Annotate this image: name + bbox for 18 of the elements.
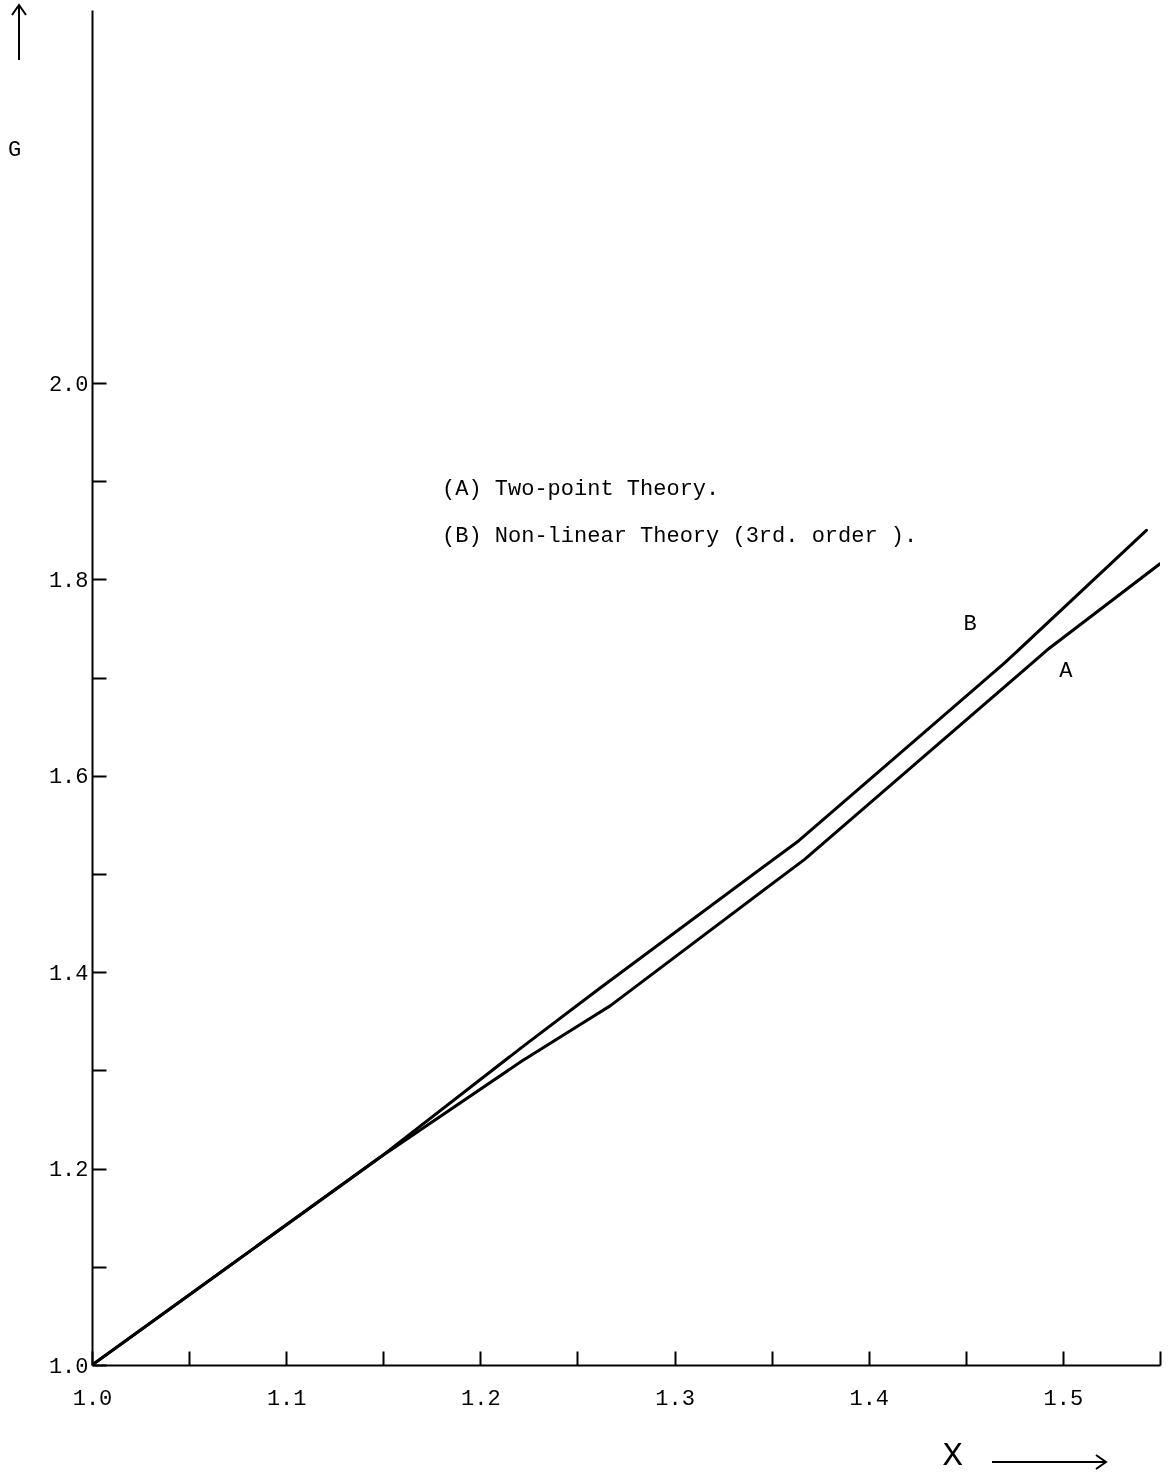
x-tick-label: 1.2 xyxy=(461,1386,501,1412)
x-tick-label: 1.3 xyxy=(655,1386,695,1412)
y-tick-label: 1.8 xyxy=(48,568,89,594)
y-axis-title: G xyxy=(7,137,22,163)
series-label: A xyxy=(1059,659,1074,685)
x-tick-label: 1.4 xyxy=(849,1386,890,1412)
y-tick-label: 1.4 xyxy=(48,961,89,987)
y-tick-label: 2.0 xyxy=(48,372,89,398)
y-tick-label: 1.6 xyxy=(48,765,89,791)
x-tick-label: 1.1 xyxy=(266,1386,307,1412)
y-tick-label: 1.0 xyxy=(48,1354,89,1380)
x-axis-title: X xyxy=(942,1436,963,1475)
annotation: (B) Non-linear Theory (3rd. order ). xyxy=(442,524,918,549)
annotation: (A) Two-point Theory. xyxy=(442,477,720,502)
y-tick-label: 1.2 xyxy=(48,1158,89,1184)
x-tick-label: 1.0 xyxy=(72,1386,113,1412)
x-tick-label: 1.5 xyxy=(1043,1386,1084,1412)
series-label: B xyxy=(963,611,977,637)
